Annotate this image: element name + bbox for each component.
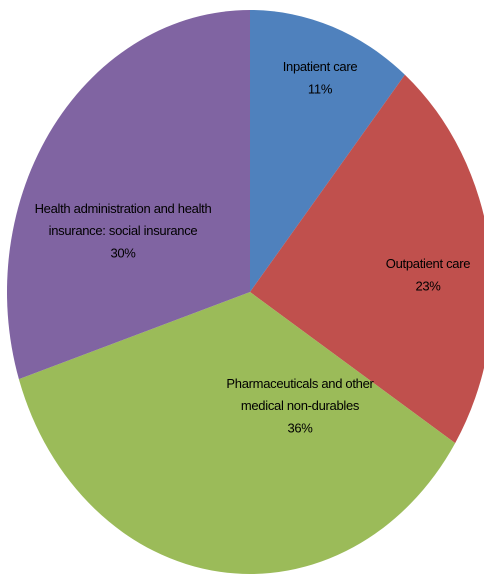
slice-value-label: 23% <box>415 278 441 293</box>
slice-value-label: 36% <box>287 420 313 435</box>
pie-slice <box>250 74 484 444</box>
slice-label-line: Inpatient care <box>283 59 358 74</box>
slice-label-line: medical non-durables <box>241 398 360 413</box>
slice-label-line: Pharmaceuticals and other <box>226 376 374 391</box>
slice-label-line: Health administration and health <box>35 201 212 216</box>
slice-value-label: 11% <box>308 81 333 96</box>
slice-label: Pharmaceuticals and other medical non-dur… <box>226 376 374 413</box>
slice-label-line: insurance: social insurance <box>49 223 198 238</box>
slice-label: Health administration and health insuranc… <box>35 201 212 238</box>
slice-label: Outpatient care <box>386 256 470 271</box>
slice-value-label: 30% <box>110 245 136 260</box>
pie-slice <box>250 10 405 292</box>
slice-label: Inpatient care <box>283 59 358 74</box>
slice-label-line: Outpatient care <box>386 256 470 271</box>
pie-slice <box>6 10 250 380</box>
pie-slice <box>18 292 456 575</box>
